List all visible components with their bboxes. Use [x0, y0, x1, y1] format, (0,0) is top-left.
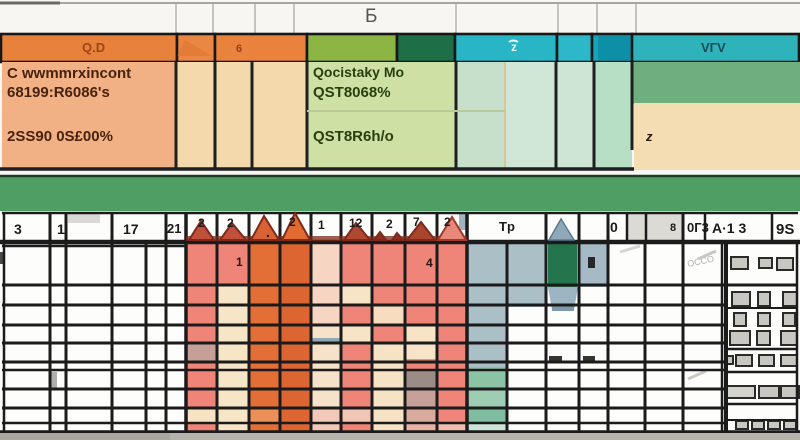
svg-text:VГV: VГV	[701, 40, 726, 55]
svg-text:QST8068%: QST8068%	[313, 84, 391, 101]
svg-text:12: 12	[349, 216, 363, 230]
svg-text:Б: Б	[365, 6, 377, 27]
svg-text:2: 2	[386, 217, 393, 231]
svg-text:Qocistaky Mo: Qocistaky Mo	[313, 64, 404, 80]
svg-text:7: 7	[413, 215, 420, 229]
svg-text:z: z	[645, 129, 653, 144]
svg-text:0: 0	[610, 219, 618, 235]
svg-text:2SS90 0S£00%: 2SS90 0S£00%	[7, 128, 113, 145]
svg-text:68199:R6086's: 68199:R6086's	[7, 84, 110, 101]
svg-text:.: .	[266, 224, 270, 240]
svg-text:2: 2	[444, 215, 451, 229]
svg-text:Tp: Tp	[499, 219, 515, 234]
svg-text:C wwmmrxіncont: C wwmmrxіncont	[7, 65, 131, 82]
svg-text:QST8R6h/o: QST8R6h/o	[313, 128, 394, 145]
svg-text:6: 6	[236, 43, 242, 55]
svg-text:21: 21	[167, 221, 181, 236]
svg-text:1: 1	[236, 255, 243, 269]
svg-text:3: 3	[14, 221, 22, 237]
svg-text:2: 2	[198, 216, 205, 230]
svg-text:1: 1	[57, 221, 65, 237]
svg-text:2: 2	[289, 215, 296, 229]
svg-text:z: z	[511, 40, 517, 54]
svg-text:2: 2	[227, 216, 234, 230]
svg-text:4: 4	[426, 256, 433, 270]
svg-text:17: 17	[123, 221, 139, 237]
svg-text:0Г3: 0Г3	[687, 220, 709, 235]
svg-text:A·1 3: A·1 3	[712, 220, 746, 236]
svg-text:9S: 9S	[776, 221, 794, 238]
svg-text:8: 8	[670, 222, 676, 234]
svg-text:1: 1	[318, 218, 325, 232]
svg-text:Q.D: Q.D	[82, 40, 105, 55]
